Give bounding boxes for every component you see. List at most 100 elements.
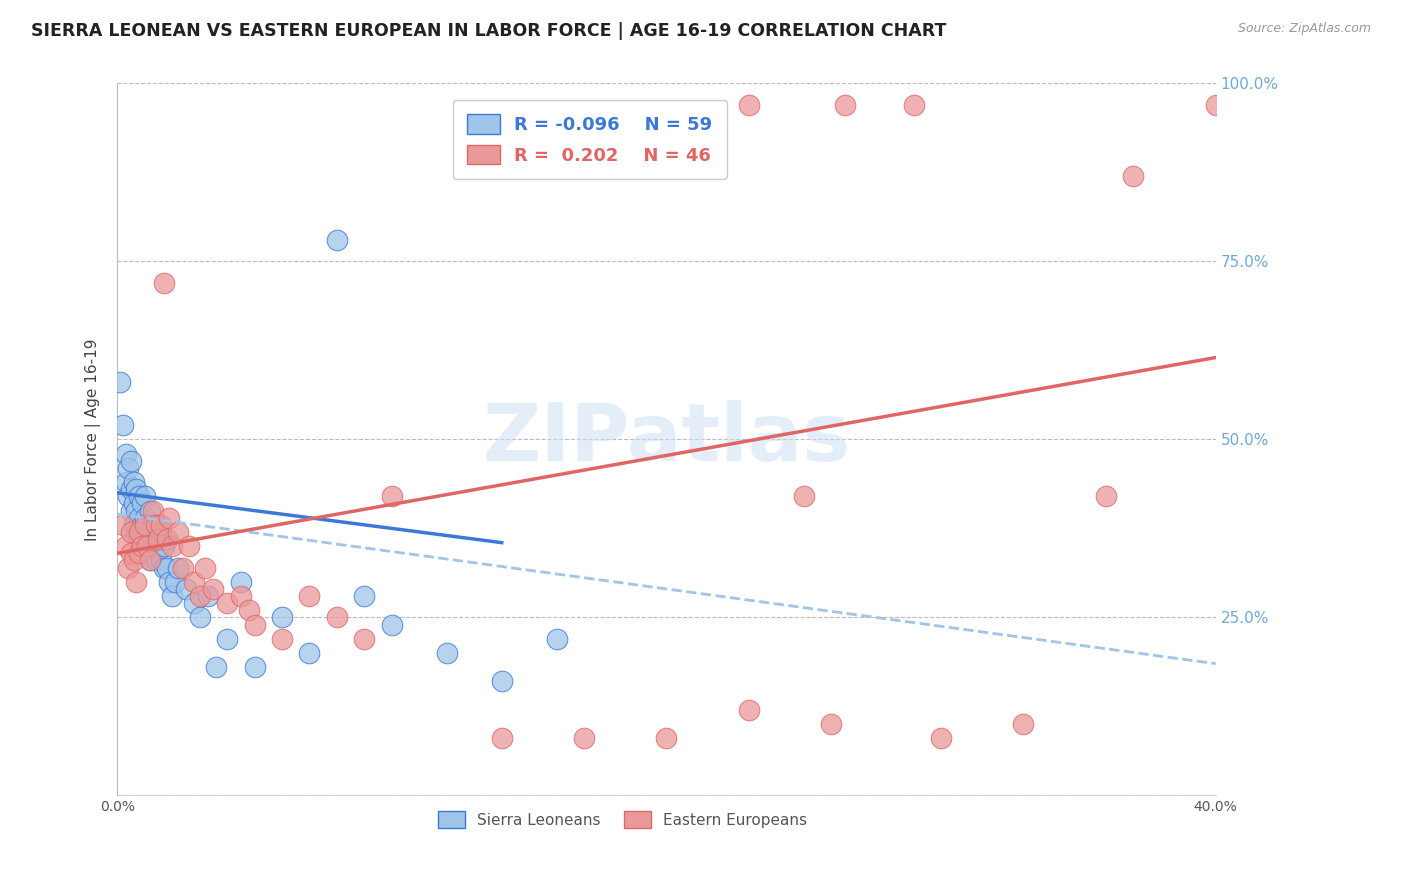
- Point: [326, 233, 349, 247]
- Point: [128, 510, 150, 524]
- Point: [120, 546, 142, 560]
- Point: [298, 589, 321, 603]
- Point: [128, 524, 150, 539]
- Point: [153, 560, 176, 574]
- Point: [134, 517, 156, 532]
- Text: Source: ZipAtlas.com: Source: ZipAtlas.com: [1237, 22, 1371, 36]
- Point: [156, 532, 179, 546]
- Point: [229, 574, 252, 589]
- Point: [572, 731, 595, 746]
- Point: [117, 461, 139, 475]
- Y-axis label: In Labor Force | Age 16-19: In Labor Force | Age 16-19: [86, 338, 101, 541]
- Point: [243, 617, 266, 632]
- Point: [139, 553, 162, 567]
- Point: [491, 731, 513, 746]
- Point: [738, 703, 761, 717]
- Text: SIERRA LEONEAN VS EASTERN EUROPEAN IN LABOR FORCE | AGE 16-19 CORRELATION CHART: SIERRA LEONEAN VS EASTERN EUROPEAN IN LA…: [31, 22, 946, 40]
- Point: [128, 532, 150, 546]
- Point: [108, 376, 131, 390]
- Point: [125, 503, 148, 517]
- Point: [183, 574, 205, 589]
- Point: [150, 553, 173, 567]
- Point: [298, 646, 321, 660]
- Point: [139, 553, 162, 567]
- Point: [159, 510, 181, 524]
- Point: [122, 475, 145, 490]
- Point: [122, 517, 145, 532]
- Point: [172, 560, 194, 574]
- Point: [229, 589, 252, 603]
- Point: [174, 582, 197, 596]
- Point: [166, 524, 188, 539]
- Point: [150, 524, 173, 539]
- Point: [148, 532, 170, 546]
- Point: [114, 447, 136, 461]
- Point: [120, 503, 142, 517]
- Point: [136, 539, 159, 553]
- Point: [153, 539, 176, 553]
- Point: [381, 489, 404, 503]
- Point: [217, 632, 239, 646]
- Point: [142, 517, 165, 532]
- Point: [1122, 169, 1144, 183]
- Point: [134, 489, 156, 503]
- Point: [122, 553, 145, 567]
- Point: [929, 731, 952, 746]
- Point: [125, 524, 148, 539]
- Point: [183, 596, 205, 610]
- Point: [202, 582, 225, 596]
- Point: [117, 560, 139, 574]
- Point: [139, 503, 162, 517]
- Text: ZIPatlas: ZIPatlas: [482, 401, 851, 478]
- Point: [163, 574, 186, 589]
- Point: [217, 596, 239, 610]
- Point: [381, 617, 404, 632]
- Point: [738, 97, 761, 112]
- Point: [1205, 97, 1227, 112]
- Point: [136, 517, 159, 532]
- Point: [326, 610, 349, 624]
- Point: [150, 517, 173, 532]
- Point: [820, 717, 842, 731]
- Point: [125, 574, 148, 589]
- Point: [134, 510, 156, 524]
- Point: [1012, 717, 1035, 731]
- Point: [793, 489, 815, 503]
- Point: [120, 482, 142, 496]
- Point: [160, 589, 183, 603]
- Point: [177, 539, 200, 553]
- Point: [128, 489, 150, 503]
- Point: [436, 646, 458, 660]
- Point: [156, 560, 179, 574]
- Point: [120, 524, 142, 539]
- Point: [491, 674, 513, 689]
- Point: [145, 517, 167, 532]
- Point: [903, 97, 925, 112]
- Point: [243, 660, 266, 674]
- Legend: Sierra Leoneans, Eastern Europeans: Sierra Leoneans, Eastern Europeans: [432, 805, 814, 834]
- Point: [353, 632, 375, 646]
- Point: [134, 532, 156, 546]
- Point: [834, 97, 856, 112]
- Point: [117, 489, 139, 503]
- Point: [111, 418, 134, 433]
- Point: [142, 539, 165, 553]
- Point: [145, 532, 167, 546]
- Point: [546, 632, 568, 646]
- Point: [353, 589, 375, 603]
- Point: [111, 517, 134, 532]
- Point: [166, 560, 188, 574]
- Point: [188, 589, 211, 603]
- Point: [159, 574, 181, 589]
- Point: [197, 589, 219, 603]
- Point: [148, 517, 170, 532]
- Point: [131, 496, 153, 510]
- Point: [128, 546, 150, 560]
- Point: [114, 539, 136, 553]
- Point: [188, 610, 211, 624]
- Point: [145, 553, 167, 567]
- Point: [131, 539, 153, 553]
- Point: [142, 503, 165, 517]
- Point: [238, 603, 260, 617]
- Point: [114, 475, 136, 490]
